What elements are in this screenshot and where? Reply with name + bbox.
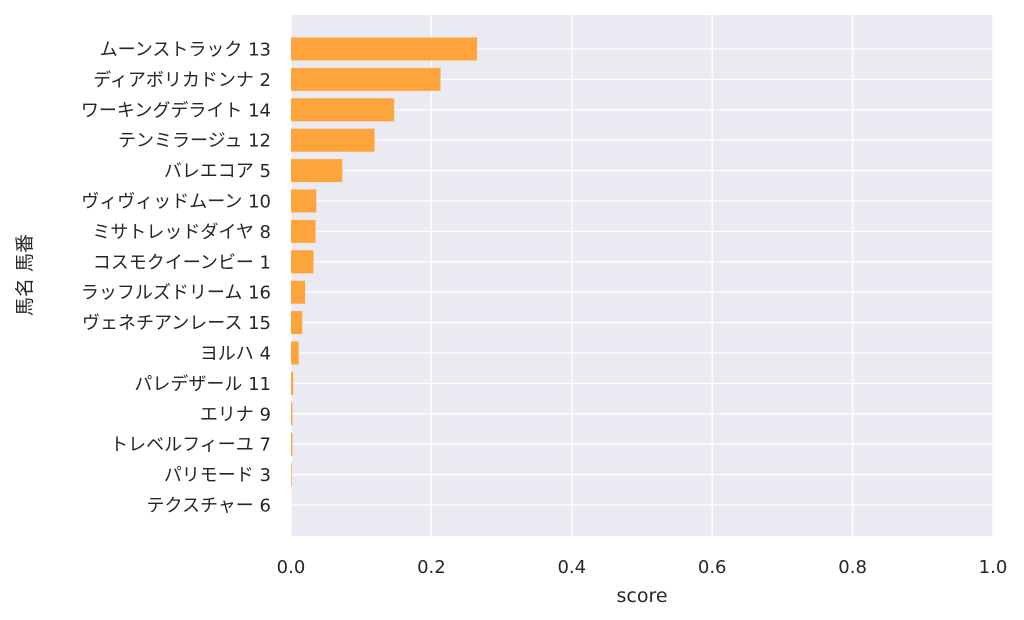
bar xyxy=(291,189,317,213)
y-tick-labels: ムーンストラック 13 ディアボリカドンナ 2 ワーキングデライト 14 テンミラージ… xyxy=(81,40,271,517)
bar xyxy=(291,432,293,456)
bar xyxy=(291,311,303,335)
y-tick-label: ヴィヴィッドムーン 10 xyxy=(81,192,271,213)
bar xyxy=(291,371,294,395)
x-tick-label: 0.4 xyxy=(557,557,586,578)
y-tick-label: テンミラージュ 12 xyxy=(118,131,271,152)
x-tick-label: 0.0 xyxy=(277,557,306,578)
gridlines xyxy=(290,15,994,536)
bar xyxy=(291,159,343,183)
y-axis-label: 馬名 馬番 xyxy=(14,234,36,316)
y-tick-label: エリナ 9 xyxy=(200,404,271,425)
bar xyxy=(291,341,299,365)
y-tick-label: ヨルハ 4 xyxy=(200,344,271,365)
y-tick-label: ラッフルズドリーム 16 xyxy=(81,283,271,304)
y-tick-label: バレエコア 5 xyxy=(164,161,271,182)
bar xyxy=(291,37,478,61)
y-tick-label: コスモクイーンビー 1 xyxy=(93,252,271,273)
y-tick-label: ワーキングデライト 14 xyxy=(81,100,271,121)
bar xyxy=(291,402,293,426)
y-tick-label: ディアボリカドンナ 2 xyxy=(93,70,271,91)
bar xyxy=(291,67,441,91)
bar xyxy=(291,250,314,274)
x-tick-label: 0.2 xyxy=(417,557,446,578)
bar xyxy=(291,98,395,122)
y-tick-label: ミサトレッドダイヤ 8 xyxy=(92,222,271,243)
y-tick-label: テクスチャー 6 xyxy=(147,496,271,517)
x-tick-label: 1.0 xyxy=(979,557,1008,578)
bar xyxy=(291,128,375,152)
y-tick-label: トレベルフィーユ 7 xyxy=(110,435,271,456)
x-axis-label: score xyxy=(616,585,667,607)
y-tick-label: パレデザール 11 xyxy=(134,374,271,395)
y-tick-label: ムーンストラック 13 xyxy=(100,40,271,61)
bar xyxy=(291,219,316,243)
y-tick-label: ヴェネチアンレース 15 xyxy=(82,313,271,334)
bar xyxy=(291,463,292,487)
x-tick-label: 0.6 xyxy=(698,557,727,578)
plot-area xyxy=(291,15,993,536)
bars xyxy=(291,37,478,487)
x-tick-label: 0.8 xyxy=(838,557,867,578)
y-tick-label: パリモード 3 xyxy=(164,465,271,486)
x-tick-labels: 0.0 0.2 0.4 0.6 0.8 1.0 xyxy=(277,557,1008,578)
bar xyxy=(291,280,306,304)
